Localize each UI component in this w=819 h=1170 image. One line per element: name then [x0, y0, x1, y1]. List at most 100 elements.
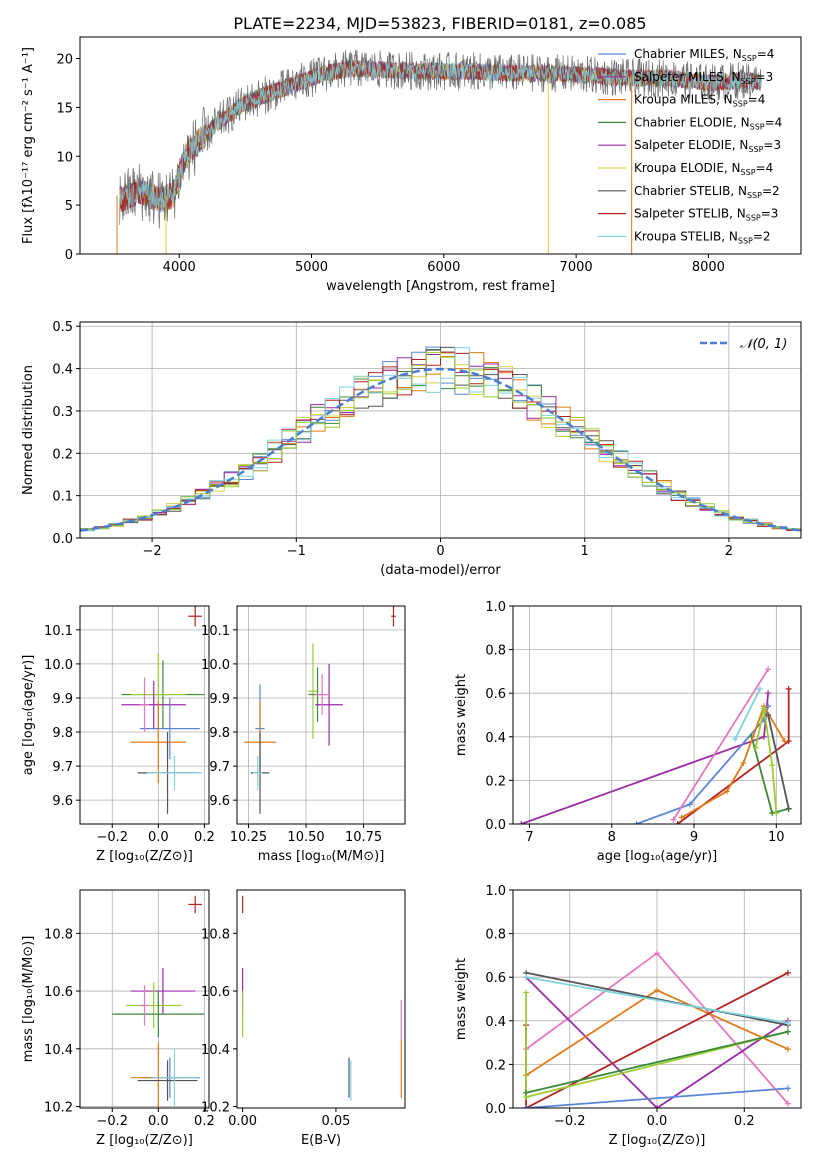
y-tick-label: 0 [65, 248, 73, 263]
y-tick-label: 9.8 [209, 726, 230, 741]
y-tick-label: 0.4 [485, 731, 506, 746]
y-tick-label: 10.0 [44, 658, 73, 673]
weight-marker [670, 816, 677, 823]
x-tick-label: 0.2 [194, 1114, 215, 1129]
weight-marker [633, 821, 640, 824]
axes-frame [236, 889, 406, 1109]
age_vs_mass-panel: 10.25 10.50 10.75 9.6 9.7 9.8 9.9 10.0 10.1 mass … [201, 605, 406, 864]
y-tick-label: 0.0 [485, 818, 506, 833]
weight-marker [678, 814, 685, 821]
y-tick-label: 10.8 [44, 927, 73, 942]
weight-marker [752, 744, 759, 751]
weight-marker [784, 1019, 791, 1026]
x-tick-label: 10 [768, 830, 785, 845]
x-axis-label: age [log₁₀(age/yr)] [597, 849, 718, 864]
y-tick-label: 9.7 [209, 760, 230, 775]
x-tick-label: 8 [608, 830, 616, 845]
weight-marker [769, 762, 776, 769]
x-axis-label: Z [log₁₀(Z/Z⊙)] [96, 849, 193, 864]
age_vs_Z-panel: −0.2 0.0 0.2 9.6 9.7 9.8 9.9 10.0 10.1 Z [log₁₀(Z… [21, 605, 215, 864]
data-point [130, 701, 186, 784]
legend-entry: Salpeter ELODIE, NSSP=3 [634, 138, 781, 154]
weight-marker [760, 705, 767, 712]
weight-series-line [525, 1030, 789, 1094]
weight-marker [785, 685, 792, 692]
y-tick-label: 9.9 [209, 692, 230, 707]
weight-marker [765, 690, 772, 697]
x-axis-label: Z [log₁₀(Z/Z⊙)] [96, 1133, 193, 1148]
y-axis-label: mass weight [454, 958, 469, 1040]
spectrum-panel: 4000 5000 6000 7000 8000 0 5 10 15 20 wavelength [… [21, 36, 802, 294]
y-axis-label: Flux [fλ10⁻¹⁷ erg cm⁻² s⁻¹ A⁻¹] [21, 47, 36, 244]
weight-marker [784, 1046, 791, 1053]
x-tick-label: 0 [436, 544, 444, 559]
legend-entry: Salpeter STELIB, NSSP=3 [634, 207, 778, 223]
x-axis-label: Z [log₁₀(Z/Z⊙)] [609, 1133, 706, 1148]
data-point [139, 697, 200, 760]
y-tick-label: 5 [65, 199, 73, 214]
x-tick-label: 5000 [295, 260, 328, 275]
y-tick-label: 0.2 [485, 1058, 506, 1073]
weight-marker [686, 801, 693, 808]
y-axis-label: mass weight [454, 674, 469, 756]
axes-frame [236, 605, 406, 825]
legend-entry: Kroupa MILES, NSSP=4 [634, 93, 765, 109]
x-tick-label: 6000 [427, 260, 460, 275]
y-tick-label: 0.2 [485, 774, 506, 789]
weight_vs_age-panel: 7 8 9 10 0.0 0.2 0.4 0.6 0.8 1.0 age [log₁₀(age/yr… [454, 600, 802, 864]
axes-frame [79, 605, 210, 825]
y-tick-label: 10.6 [201, 985, 230, 1000]
legend-entry: 𝒩(0, 1) [740, 337, 787, 352]
y-tick-label: 0.0 [485, 1102, 506, 1117]
x-axis-label: E(B-V) [301, 1133, 341, 1148]
x-tick-label: 9 [690, 830, 698, 845]
weight-marker [523, 989, 530, 996]
y-tick-label: 0.1 [52, 490, 73, 505]
figure-title: PLATE=2234, MJD=53823, FIBERID=0181, z=0… [233, 14, 646, 33]
spectrum-plot-area [116, 49, 762, 254]
spectrum-legend: Chabrier MILES, NSSP=4 Salpeter MILES, NS… [598, 47, 782, 245]
weight-marker [784, 1028, 791, 1035]
y-tick-label: 9.9 [52, 692, 73, 707]
y-tick-label: 0.5 [52, 320, 73, 335]
y-tick-label: 1.0 [485, 600, 506, 615]
x-tick-label: 7000 [560, 260, 593, 275]
axes-frame [79, 889, 210, 1109]
legend-entry: Chabrier MILES, NSSP=4 [634, 47, 774, 63]
y-tick-label: 10.8 [201, 927, 230, 942]
y-tick-label: 10.1 [201, 624, 230, 639]
x-tick-label: 7 [525, 830, 533, 845]
data-point [139, 677, 150, 733]
y-tick-label: 0.0 [52, 532, 73, 547]
x-tick-label: 10.50 [287, 830, 324, 845]
weight-marker [756, 685, 763, 692]
y-axis-label: mass [log₁₀(M/M⊙)] [21, 936, 36, 1063]
y-tick-label: 15 [56, 101, 73, 116]
x-axis-label: mass [log₁₀(M/M⊙)] [258, 849, 385, 864]
legend-entry: Kroupa STELIB, NSSP=2 [634, 229, 771, 245]
weight-series-line [520, 693, 769, 824]
axes-frame [512, 889, 802, 1109]
data-point [315, 663, 343, 746]
weight-marker [518, 821, 525, 824]
data-point [121, 680, 186, 729]
x-tick-label: 0.05 [321, 1114, 350, 1129]
y-tick-label: 10.4 [201, 1043, 230, 1058]
weight-series-line [672, 668, 769, 821]
y-tick-label: 9.7 [52, 760, 73, 775]
weight-series-line [734, 688, 761, 740]
x-tick-label: 0.2 [734, 1114, 755, 1129]
spectrum-series-line [119, 59, 762, 213]
weight-marker [765, 666, 772, 673]
residuals-plot-area [80, 346, 801, 533]
weight-marker [674, 821, 681, 824]
data-point [188, 606, 203, 627]
weight-marker [523, 974, 530, 981]
weight-marker [723, 788, 730, 795]
weight-series-line [525, 971, 789, 1027]
x-tick-label: −2 [143, 544, 162, 559]
normal-curve [80, 367, 801, 532]
mass_vs_ebv-plot-area [242, 895, 402, 1101]
x-tick-label: 4000 [163, 260, 196, 275]
